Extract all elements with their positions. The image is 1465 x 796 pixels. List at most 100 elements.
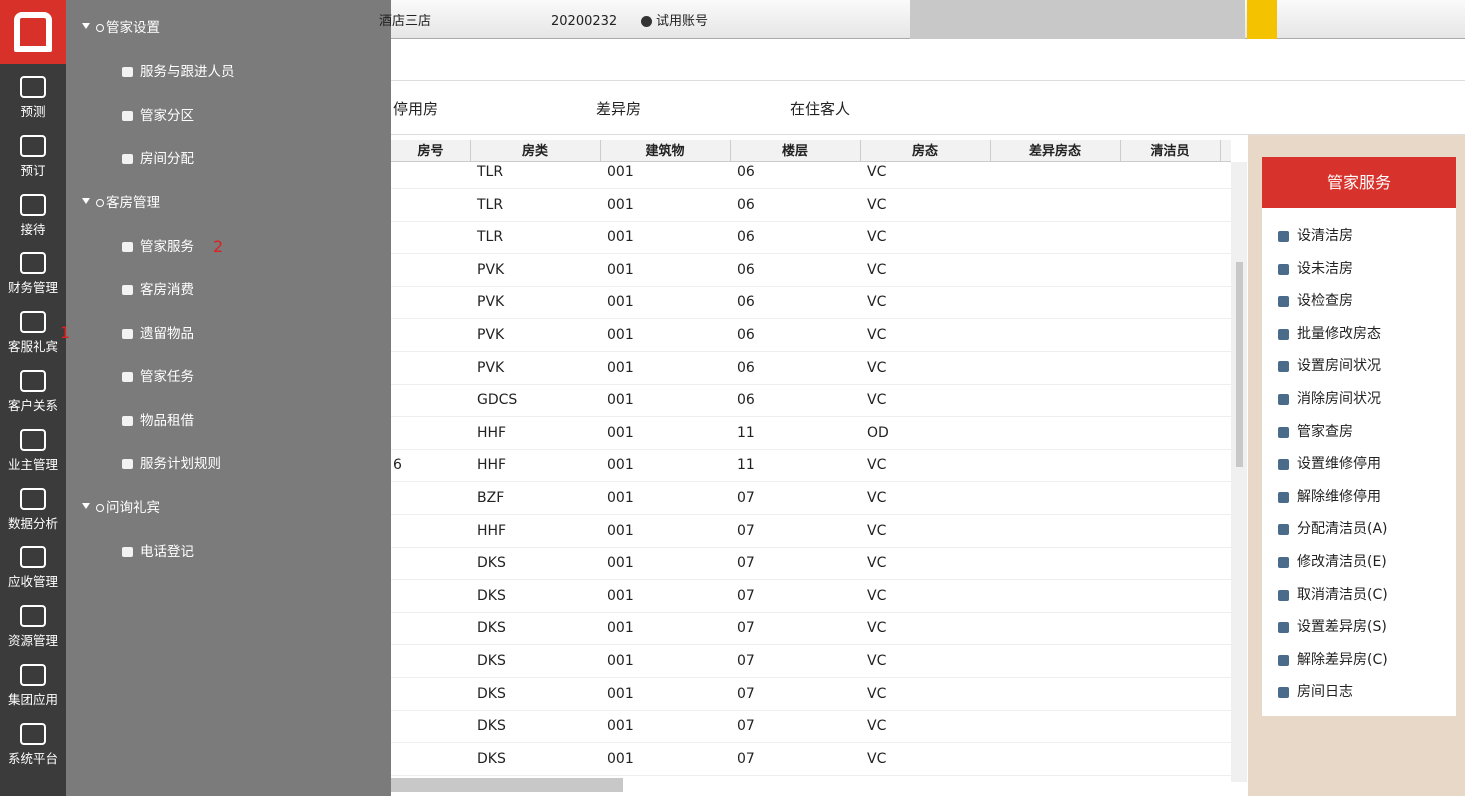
home-button[interactable] [0, 0, 66, 64]
item-icon [122, 110, 133, 121]
row-divider [391, 546, 1231, 548]
panel-title: 管家服务 [1326, 173, 1391, 192]
table-cell: VC [867, 555, 887, 572]
panel-action[interactable]: 消除房间状况 [1297, 391, 1381, 407]
table-cell: 001 [607, 196, 634, 213]
sidebar-icon [20, 428, 46, 451]
item-icon [122, 67, 133, 77]
tab[interactable]: 停用房 [393, 100, 439, 118]
group-icon [96, 198, 104, 207]
expand-arrow [82, 197, 90, 204]
table-cell: 001 [607, 522, 634, 539]
column-header: 房类 [521, 144, 548, 159]
menu-item[interactable]: 电话登记 [140, 543, 194, 560]
table-cell: 001 [607, 457, 634, 474]
sidebar-item[interactable]: 接待 [20, 221, 46, 237]
tab[interactable]: 差异房 [596, 100, 642, 118]
panel-action[interactable]: 设检查房 [1297, 293, 1353, 310]
menu-item[interactable]: 管家服务 [140, 238, 194, 255]
table-cell: 001 [607, 359, 634, 376]
sidebar-item[interactable]: 客户关系 [7, 398, 58, 413]
table-cell: 07 [737, 750, 755, 767]
table-cell: 07 [737, 490, 755, 506]
panel-action[interactable]: 房间日志 [1297, 684, 1353, 701]
table-cell: HHF [477, 457, 507, 474]
toolbar-icons [910, 0, 1245, 39]
sidebar-item[interactable]: 系统平台 [7, 750, 58, 766]
menu-group[interactable]: 问询礼宾 [106, 499, 160, 516]
hotel-name: 酒店三店 [379, 14, 432, 29]
panel-action[interactable]: 设置差异房(S) [1297, 619, 1387, 636]
menu-group[interactable]: 客房管理 [106, 194, 160, 211]
sidebar-item[interactable]: 财务管理 [7, 280, 58, 296]
sidebar-item[interactable]: 预测 [20, 104, 46, 119]
user-icon [641, 16, 652, 27]
account-type: 试用账号 [656, 14, 709, 29]
panel-icon [1278, 654, 1289, 666]
column-divider [860, 140, 861, 162]
menu-item[interactable]: 遗留物品 [140, 325, 194, 342]
table-cell: 06 [737, 261, 755, 278]
row-divider [391, 644, 1231, 646]
table-cell: 001 [607, 620, 634, 637]
menu-item[interactable]: 房间分配 [140, 151, 194, 167]
menu-button[interactable] [1247, 0, 1277, 39]
sidebar-item[interactable]: 预订 [20, 162, 46, 178]
menu-group[interactable]: 管家设置 [106, 20, 160, 36]
item-icon [122, 415, 133, 426]
sidebar-item[interactable]: 资源管理 [7, 633, 58, 649]
sidebar-item[interactable]: 客服礼宾 [7, 339, 58, 355]
table-cell: 001 [607, 229, 634, 246]
expand-arrow [82, 502, 90, 509]
menu-item[interactable]: 物品租借 [140, 412, 194, 429]
row-divider [391, 351, 1231, 352]
sidebar-item[interactable]: 集团应用 [7, 692, 58, 707]
column-header: 清洁员 [1150, 144, 1190, 159]
tab[interactable]: 在住客人 [790, 100, 851, 118]
table-cell: VC [867, 261, 887, 278]
table-cell: GDCS [477, 392, 518, 409]
panel-action[interactable]: 设置维修停用 [1297, 456, 1381, 473]
menu-item[interactable]: 服务计划规则 [140, 456, 221, 472]
panel-icon [1278, 296, 1289, 308]
menu-item[interactable]: 服务与跟进人员 [140, 64, 235, 80]
table-cell: 06 [737, 229, 755, 246]
account-id: 20200232 [551, 14, 618, 29]
row-divider [391, 285, 1231, 287]
item-icon [122, 459, 133, 469]
table-cell: PVK [477, 327, 505, 343]
panel-action[interactable]: 设置房间状况 [1297, 358, 1381, 375]
row-divider [391, 318, 1231, 320]
table-cell: 07 [737, 587, 755, 604]
table-cell: 001 [607, 261, 634, 278]
panel-action[interactable]: 解除差异房(C) [1297, 651, 1388, 668]
panel-action[interactable]: 管家查房 [1297, 423, 1353, 440]
panel-action[interactable]: 取消清洁员(C) [1297, 586, 1388, 603]
panel-icon [1278, 361, 1289, 373]
row-divider [391, 774, 1231, 776]
sidebar-item[interactable]: 数据分析 [7, 515, 58, 531]
panel-action[interactable]: 设清洁房 [1297, 228, 1353, 244]
menu-item[interactable]: 管家分区 [140, 107, 194, 124]
panel-action[interactable]: 解除维修停用 [1297, 488, 1381, 505]
panel-action[interactable]: 设未洁房 [1297, 260, 1353, 277]
table-cell: 001 [607, 685, 634, 702]
panel-icon [1278, 394, 1289, 405]
sidebar-item[interactable]: 应收管理 [7, 574, 58, 590]
menu-item[interactable]: 管家任务 [140, 369, 194, 385]
panel-action[interactable]: 批量修改房态 [1297, 325, 1381, 342]
sidebar-item[interactable]: 业主管理 [7, 456, 58, 472]
sidebar-icon [20, 76, 46, 98]
menu-item[interactable]: 客房消费 [140, 282, 194, 298]
column-header: 建筑物 [645, 144, 685, 159]
table-cell: PVK [477, 261, 505, 278]
row-divider [391, 220, 1231, 222]
panel-action[interactable]: 分配清洁员(A) [1297, 521, 1388, 538]
panel-action[interactable]: 修改清洁员(E) [1297, 554, 1387, 570]
table-cell: 001 [607, 327, 634, 343]
row-divider [391, 481, 1231, 483]
column-header: 楼层 [781, 144, 808, 159]
column-divider [600, 140, 601, 162]
column-header: 房号 [417, 144, 444, 159]
table-cell: 07 [737, 653, 755, 669]
